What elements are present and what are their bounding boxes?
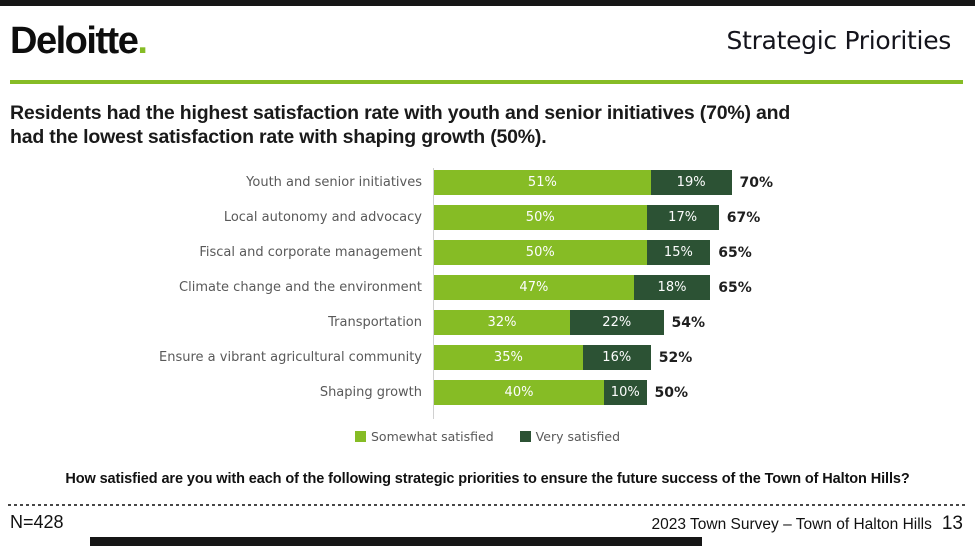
bar-track: 50% 17% 67% — [434, 205, 760, 230]
chart: Youth and senior initiatives 51% 19% 70% Loc… — [0, 170, 975, 415]
page-number: 13 — [941, 513, 963, 534]
bar-track: 32% 22% 54% — [434, 310, 705, 335]
deloitte-logo: Deloitte. — [10, 20, 148, 63]
bar-segment-somewhat-satisfied: 47% — [434, 275, 634, 300]
axis-line — [433, 168, 434, 419]
chart-row: Transportation 32% 22% 54% — [0, 310, 975, 335]
total-label: 52% — [658, 349, 693, 366]
top-bar — [0, 0, 975, 6]
category-label: Ensure a vibrant agricultural community — [159, 350, 422, 365]
bar-track: 50% 15% 65% — [434, 240, 752, 265]
survey-question: How satisfied are you with each of the f… — [65, 471, 910, 487]
category-label: Climate change and the environment — [179, 280, 422, 295]
chart-row: Climate change and the environment 47% 18%… — [0, 275, 975, 300]
chart-row: Youth and senior initiatives 51% 19% 70% — [0, 170, 975, 195]
headline: Residents had the highest satisfaction r… — [10, 101, 970, 149]
bar-segment-somewhat-satisfied: 40% — [434, 380, 604, 405]
bar-segment-very-satisfied: 15% — [646, 240, 711, 265]
slide-title: Strategic Priorities — [726, 26, 952, 55]
dashed-divider — [8, 504, 967, 506]
bar-segment-very-satisfied: 19% — [650, 170, 732, 195]
total-label: 65% — [718, 244, 752, 261]
bar-track: 47% 18% 65% — [434, 275, 752, 300]
legend-item: Somewhat satisfied — [354, 429, 494, 444]
legend-swatch-icon — [354, 431, 366, 442]
bar-segment-somewhat-satisfied: 50% — [434, 205, 647, 230]
total-label: 65% — [718, 279, 752, 296]
bottom-bar — [90, 537, 702, 546]
bar-segment-very-satisfied: 17% — [646, 205, 719, 230]
legend-label: Very satisfied — [535, 429, 621, 444]
chart-row: Ensure a vibrant agricultural community 3… — [0, 345, 975, 370]
legend-label: Somewhat satisfied — [370, 429, 494, 444]
bar-segment-very-satisfied: 16% — [582, 345, 651, 370]
bar-track: 51% 19% 70% — [434, 170, 773, 195]
total-label: 70% — [739, 174, 774, 191]
chart-row: Local autonomy and advocacy 50% 17% 67% — [0, 205, 975, 230]
sample-size: N=428 — [10, 512, 64, 532]
category-label: Youth and senior initiatives — [246, 175, 422, 190]
bar-segment-very-satisfied: 22% — [570, 310, 664, 335]
bar-segment-somewhat-satisfied: 35% — [434, 345, 583, 370]
bar-segment-somewhat-satisfied: 50% — [434, 240, 647, 265]
total-label: 67% — [726, 209, 761, 226]
bar-segment-very-satisfied: 18% — [633, 275, 711, 300]
category-label: Transportation — [328, 315, 422, 330]
bar-segment-somewhat-satisfied: 32% — [434, 310, 570, 335]
headline-line-1: Residents had the highest satisfaction r… — [10, 102, 791, 124]
bar-track: 35% 16% 52% — [434, 345, 692, 370]
chart-row: Fiscal and corporate management 50% 15% 65% — [0, 240, 975, 265]
category-label: Shaping growth — [319, 385, 422, 400]
total-label: 50% — [654, 384, 689, 401]
bar-segment-somewhat-satisfied: 51% — [434, 170, 651, 195]
category-label: Local autonomy and advocacy — [223, 210, 422, 225]
chart-row: Shaping growth 40% 10% 50% — [0, 380, 975, 405]
bar-segment-very-satisfied: 10% — [604, 380, 647, 405]
logo-text: Deloitte — [10, 20, 139, 62]
bar-track: 40% 10% 50% — [434, 380, 688, 405]
logo-green-dot: . — [137, 20, 148, 62]
header-green-rule — [10, 80, 963, 84]
total-label: 54% — [671, 314, 706, 331]
footer-right: 2023 Town Survey – Town of Halton Hills … — [652, 513, 963, 535]
legend: Somewhat satisfied Very satisfied — [0, 429, 975, 444]
legend-swatch-icon — [519, 431, 531, 442]
legend-item: Very satisfied — [519, 429, 621, 444]
footer-source: 2023 Town Survey – Town of Halton Hills — [651, 516, 932, 533]
headline-line-2: had the lowest satisfaction rate with sh… — [10, 126, 547, 148]
category-label: Fiscal and corporate management — [199, 245, 422, 260]
